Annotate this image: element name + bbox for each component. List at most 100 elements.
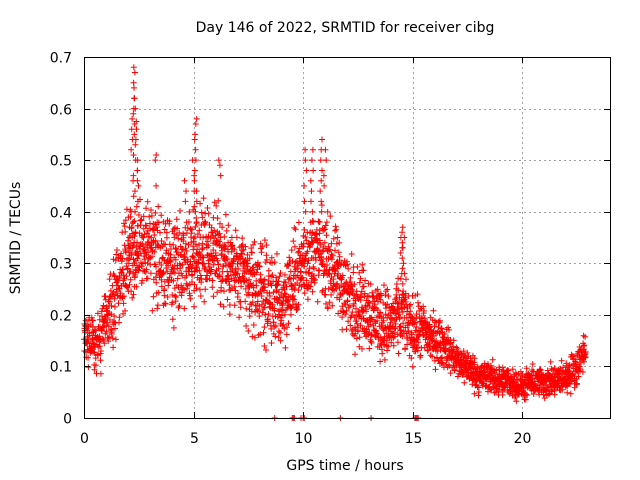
data-point — [336, 296, 343, 303]
data-point — [189, 262, 196, 269]
data-point — [366, 345, 373, 352]
data-point — [271, 305, 278, 312]
data-point — [499, 364, 506, 371]
y-tick-label: 0.5 — [50, 154, 72, 170]
data-point — [409, 314, 416, 321]
data-point — [434, 348, 441, 355]
data-point — [431, 323, 438, 330]
data-point — [302, 146, 309, 153]
data-point — [373, 331, 380, 338]
x-tick-label: 15 — [405, 431, 423, 447]
data-point — [453, 344, 460, 351]
data-point — [144, 198, 151, 205]
data-point — [535, 388, 542, 394]
data-point — [316, 267, 323, 274]
data-point — [366, 300, 373, 307]
data-point — [218, 284, 225, 291]
data-point — [210, 293, 217, 300]
data-point — [304, 260, 311, 267]
data-point — [360, 283, 367, 290]
data-point — [99, 335, 106, 342]
data-point — [192, 241, 199, 248]
x-tick-label: 0 — [80, 431, 89, 447]
data-point — [435, 318, 442, 325]
data-point — [114, 247, 120, 253]
data-point — [321, 182, 328, 189]
data-point — [216, 230, 223, 237]
data-point — [128, 208, 135, 215]
data-point — [131, 260, 138, 267]
data-point — [354, 320, 361, 327]
data-point — [161, 226, 168, 233]
data-point — [189, 272, 196, 279]
data-point — [187, 225, 194, 232]
data-point — [166, 218, 173, 225]
data-point — [342, 311, 349, 318]
data-point — [227, 263, 233, 270]
data-point — [318, 208, 325, 215]
data-point — [255, 308, 261, 315]
data-point — [489, 356, 496, 363]
data-point — [318, 202, 325, 209]
data-point — [89, 323, 96, 330]
data-point — [335, 249, 342, 256]
data-point — [295, 287, 302, 294]
data-point — [275, 278, 282, 285]
data-point — [334, 234, 341, 241]
y-tick-label: 0.2 — [50, 309, 72, 325]
data-point — [214, 257, 221, 264]
data-point — [407, 301, 414, 308]
data-point — [174, 225, 181, 232]
data-point — [359, 345, 365, 352]
data-point — [534, 387, 541, 394]
data-point — [427, 352, 434, 359]
data-point — [144, 275, 151, 282]
data-point — [379, 350, 386, 357]
data-point — [91, 326, 98, 333]
data-point — [323, 232, 330, 239]
data-point — [336, 253, 343, 260]
data-point — [133, 203, 140, 210]
data-point — [258, 249, 265, 256]
data-point — [289, 301, 296, 308]
data-point — [90, 340, 97, 347]
data-point — [259, 309, 266, 316]
data-point — [99, 327, 105, 334]
data-point — [460, 348, 467, 355]
data-point — [106, 334, 113, 340]
data-point — [199, 245, 206, 252]
data-point — [283, 324, 290, 331]
data-point — [451, 367, 458, 374]
data-point — [254, 259, 261, 266]
data-point — [124, 266, 131, 273]
data-point — [131, 69, 138, 76]
data-point — [301, 290, 308, 297]
data-point — [125, 260, 132, 267]
data-point — [134, 167, 141, 174]
data-point — [180, 234, 187, 241]
data-point — [358, 288, 365, 295]
data-point — [248, 249, 255, 256]
data-point — [131, 218, 138, 225]
data-point — [260, 280, 267, 287]
data-point — [112, 303, 118, 310]
data-point — [164, 294, 171, 300]
data-points — [81, 64, 589, 421]
data-point — [172, 256, 179, 263]
data-point — [140, 234, 147, 241]
data-point — [301, 198, 308, 205]
data-point — [381, 282, 387, 289]
data-point — [128, 126, 135, 133]
data-point — [302, 208, 309, 215]
data-point — [197, 293, 204, 299]
data-point — [259, 243, 266, 250]
data-point — [362, 277, 369, 284]
data-point — [551, 391, 558, 398]
data-point — [291, 296, 298, 303]
x-tick-label: 5 — [190, 431, 199, 447]
data-point — [461, 379, 468, 386]
data-point — [181, 305, 188, 312]
data-point — [411, 320, 417, 327]
data-point — [139, 277, 146, 284]
data-point — [155, 219, 162, 226]
